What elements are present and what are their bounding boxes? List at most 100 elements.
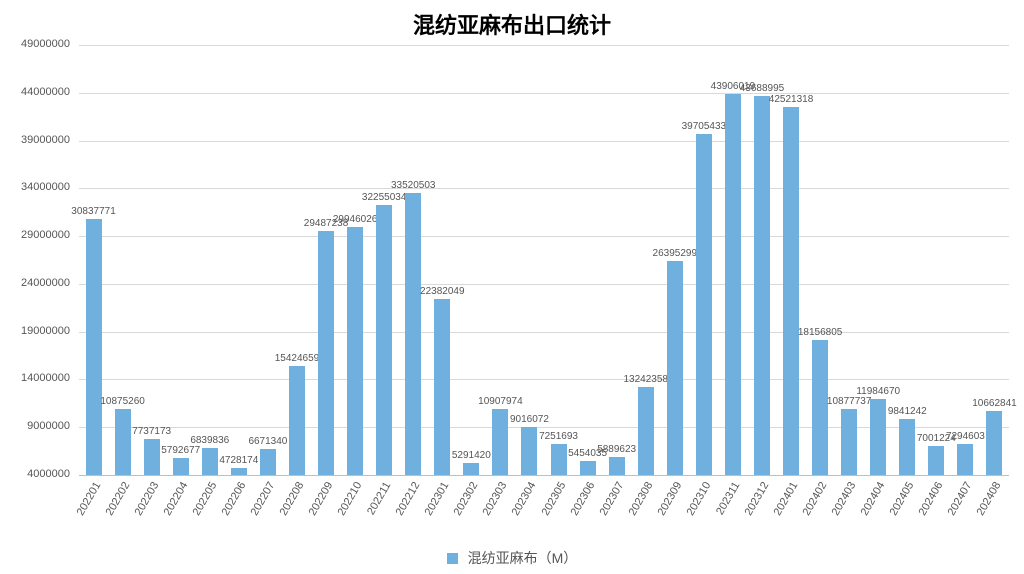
x-tick-label: 202207 [249,480,278,518]
y-tick-label: 34000000 [8,181,70,193]
x-tick-label: 202210 [336,480,365,518]
x-tick-label: 202206 [219,480,248,518]
y-tick-label: 9000000 [8,420,70,432]
x-tick-label: 202312 [743,480,772,518]
x-tick-label: 202202 [103,480,132,518]
x-tick-label: 202306 [568,480,597,518]
x-tick-label: 202208 [278,480,307,518]
gridline [79,284,1009,285]
y-tick-label: 44000000 [8,86,70,98]
bar-value-label: 42521318 [769,94,814,105]
bar [434,299,450,475]
x-tick-label: 202204 [161,480,190,518]
bar-value-label: 6839836 [190,435,229,446]
chart-container: 混纺亚麻布出口统计 308377711087526077371735792677… [0,0,1024,574]
y-tick-label: 4000000 [8,468,70,480]
bar-value-label: 10662841 [972,398,1017,409]
y-tick-label: 14000000 [8,372,70,384]
bar [376,205,392,475]
bar-value-label: 7294603 [946,431,985,442]
bar-value-label: 4728174 [219,455,258,466]
x-tick-label: 202307 [597,480,626,518]
bar-value-label: 33520503 [391,180,436,191]
bar-value-label: 18156805 [798,327,843,338]
bar [86,219,102,475]
bar-value-label: 32255034 [362,192,407,203]
bar [580,461,596,475]
x-tick-label: 202402 [801,480,830,518]
x-tick-label: 202203 [132,480,161,518]
bar [551,444,567,475]
bar [521,427,537,475]
bar [899,419,915,475]
bar-value-label: 6671340 [248,436,287,447]
bar-value-label: 43688995 [740,83,785,94]
x-tick-label: 202404 [859,480,888,518]
bar-value-label: 7737173 [132,426,171,437]
bar-value-label: 29946026 [333,214,378,225]
bar-value-label: 5291420 [452,450,491,461]
y-tick-label: 19000000 [8,325,70,337]
bar [289,366,305,475]
bar [928,446,944,475]
x-tick-label: 202309 [655,480,684,518]
y-tick-label: 24000000 [8,277,70,289]
bar [347,227,363,475]
bar-value-label: 5889623 [597,444,636,455]
x-tick-label: 202212 [394,480,423,518]
legend: 混纺亚麻布（M） [0,548,1024,568]
bar-value-label: 15424659 [275,353,320,364]
x-tick-label: 202305 [539,480,568,518]
x-tick-label: 202205 [190,480,219,518]
bar-value-label: 9841242 [888,406,927,417]
x-tick-label: 202308 [626,480,655,518]
plot-area: 3083777110875260773717357926776839836472… [78,44,1010,476]
x-tick-label: 202209 [307,480,336,518]
x-tick-label: 202406 [917,480,946,518]
x-tick-label: 202301 [423,480,452,518]
bar [783,107,799,475]
bar [870,399,886,475]
x-tick-label: 202302 [452,480,481,518]
bar-value-label: 10907974 [478,396,523,407]
bar [231,468,247,475]
gridline [79,188,1009,189]
bar-value-label: 10877737 [827,396,872,407]
bar-value-label: 26395299 [653,248,698,259]
x-tick-label: 202304 [510,480,539,518]
x-tick-label: 202405 [888,480,917,518]
bar [115,409,131,475]
bar [638,387,654,475]
x-tick-label: 202310 [684,480,713,518]
bar [144,439,160,475]
bar [841,409,857,475]
legend-label: 混纺亚麻布（M） [468,548,578,568]
bar [986,411,1002,475]
bar [463,463,479,475]
gridline [79,141,1009,142]
bar [667,261,683,475]
gridline [79,93,1009,94]
bar [318,231,334,475]
x-tick-label: 202303 [481,480,510,518]
bar [260,449,276,475]
bar [202,448,218,475]
gridline [79,475,1009,476]
gridline [79,236,1009,237]
bar [812,340,828,475]
x-tick-label: 202407 [946,480,975,518]
y-tick-label: 49000000 [8,38,70,50]
gridline [79,379,1009,380]
bar [754,96,770,475]
x-tick-label: 202211 [365,480,393,517]
bar-value-label: 9016072 [510,414,549,425]
y-tick-label: 39000000 [8,134,70,146]
legend-swatch [447,553,458,564]
bar [609,457,625,475]
bar-value-label: 13242358 [623,374,668,385]
chart-title: 混纺亚麻布出口统计 [0,8,1024,40]
bar [957,444,973,475]
bar-value-label: 5792677 [161,445,200,456]
gridline [79,332,1009,333]
bar-value-label: 7251693 [539,431,578,442]
